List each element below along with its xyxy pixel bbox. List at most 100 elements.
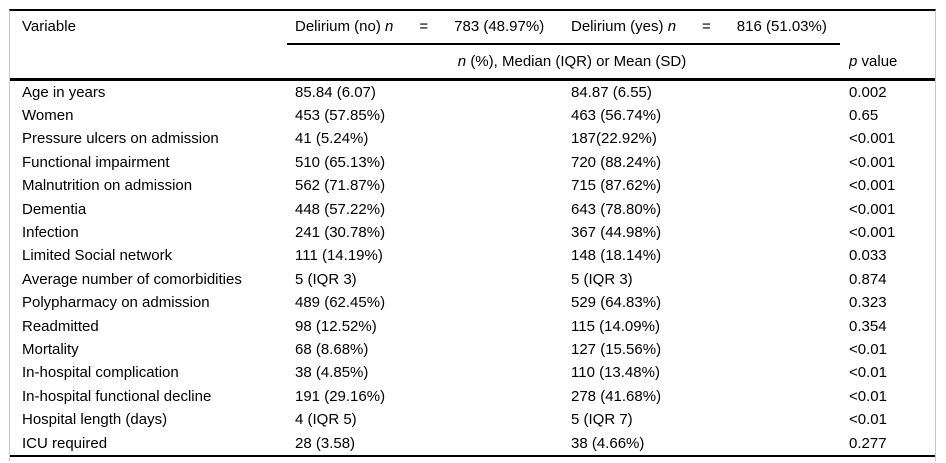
row-delirium-yes-value: 187(22.92%) [571,130,657,148]
table-row: Limited Social network 111 (14.19%) 148 … [10,245,935,268]
row-p-value: <0.001 [849,224,896,242]
table-row: Readmitted 98 (12.52%) 115 (14.09%) 0.35… [10,315,935,338]
row-variable: In-hospital complication [22,364,179,382]
row-delirium-yes-value: 148 (18.14%) [571,247,662,265]
row-delirium-yes-value: 715 (87.62%) [571,177,662,195]
column-header-delirium-yes: Delirium (yes) n = 816 (51.03%) [571,18,935,36]
row-p-value: 0.033 [849,247,887,265]
measures-subheader: n (%), Median (IQR) or Mean (SD) [457,52,687,70]
row-p-value: 0.002 [849,83,887,101]
column-header-variable: Variable [22,18,76,35]
column-header-delirium-no: Delirium (no) n = 783 (48.97%) [295,18,571,36]
row-p-value: <0.001 [849,130,896,148]
row-p-value: <0.001 [849,153,896,171]
row-p-value: 0.874 [849,270,887,288]
table-row: Malnutrition on admission 562 (71.87%) 7… [10,175,935,198]
row-delirium-yes-value: 115 (14.09%) [571,317,660,335]
row-delirium-no-value: 38 (4.85%) [295,364,369,382]
row-delirium-no-value: 28 (3.58) [295,434,356,452]
row-variable: Pressure ulcers on admission [22,130,219,148]
row-variable: Dementia [22,200,87,218]
table-row: In-hospital functional decline 191 (29.1… [10,385,935,408]
row-p-value: <0.01 [849,364,887,382]
row-p-value: <0.01 [849,411,887,429]
row-variable: Average number of comorbidities [22,270,242,288]
delirium-yes-count: 816 (51.03%) [736,18,827,35]
table-row: Functional impairment 510 (65.13%) 720 (… [10,151,935,174]
table-row: Mortality 68 (8.68%) 127 (15.56%) <0.01 [10,338,935,361]
row-variable: Hospital length (days) [22,411,168,429]
delirium-yes-label: Delirium (yes) n [571,18,677,35]
p-symbol: p [849,52,858,70]
table-header-row-groups: Variable Delirium (no) n = 783 (48.97%) … [10,11,935,43]
row-variable: Malnutrition on admission [22,177,193,195]
row-delirium-yes-value: 278 (41.68%) [571,387,662,405]
table-row: Hospital length (days) 4 (IQR 5) 5 (IQR … [10,408,935,431]
header-bottom-rule [10,78,935,81]
row-delirium-yes-value: 529 (64.83%) [571,294,662,312]
row-delirium-no-value: 4 (IQR 5) [295,411,357,429]
row-variable: Limited Social network [22,247,173,265]
table-row: Average number of comorbidities 5 (IQR 3… [10,268,935,291]
row-delirium-yes-value: 110 (13.48%) [571,364,660,382]
row-p-value: 0.65 [849,107,879,125]
row-variable: Polypharmacy on admission [22,294,210,312]
table-row: Women 453 (57.85%) 463 (56.74%) 0.65 [10,104,935,127]
row-delirium-no-value: 448 (57.22%) [295,200,386,218]
row-delirium-no-value: 68 (8.68%) [295,340,369,358]
delirium-comparison-table: Variable Delirium (no) n = 783 (48.97%) … [9,9,936,461]
row-p-value: <0.01 [849,387,887,405]
row-delirium-yes-value: 720 (88.24%) [571,153,662,171]
row-delirium-yes-value: 5 (IQR 7) [571,411,633,429]
row-delirium-yes-value: 127 (15.56%) [571,340,662,358]
row-p-value: 0.323 [849,294,887,312]
table-bottom-rule [10,455,935,458]
table-row: Infection 241 (30.78%) 367 (44.98%) <0.0… [10,221,935,244]
row-variable: Readmitted [22,317,99,335]
row-p-value: <0.001 [849,177,896,195]
table-row: In-hospital complication 38 (4.85%) 110 … [10,362,935,385]
row-delirium-yes-value: 367 (44.98%) [571,224,662,242]
row-variable: Age in years [22,83,106,101]
row-delirium-no-value: 191 (29.16%) [295,387,386,405]
row-delirium-no-value: 510 (65.13%) [295,153,386,171]
row-delirium-no-value: 98 (12.52%) [295,317,377,335]
row-variable: ICU required [22,434,108,452]
table-row: Pressure ulcers on admission 41 (5.24%) … [10,128,935,151]
row-variable: Functional impairment [22,153,170,171]
group-span-rule [287,43,840,45]
equals-sign: = [702,18,711,35]
row-delirium-no-value: 453 (57.85%) [295,107,386,125]
row-p-value: <0.01 [849,340,887,358]
row-delirium-no-value: 5 (IQR 3) [295,270,357,288]
row-delirium-no-value: 562 (71.87%) [295,177,386,195]
row-delirium-no-value: 241 (30.78%) [295,224,386,242]
row-variable: Women [22,107,74,125]
row-variable: Infection [22,224,79,242]
row-delirium-no-value: 41 (5.24%) [295,130,369,148]
table-row: Polypharmacy on admission 489 (62.45%) 5… [10,292,935,315]
delirium-no-count: 783 (48.97%) [454,18,545,35]
n-symbol: n [457,52,467,70]
equals-sign: = [419,18,429,35]
row-delirium-no-value: 489 (62.45%) [295,294,386,312]
row-p-value: 0.354 [849,317,887,335]
table-row: ICU required 28 (3.58) 38 (4.66%) 0.277 [10,432,935,455]
row-delirium-yes-value: 5 (IQR 3) [571,270,633,288]
delirium-no-label: Delirium (no) n [295,18,394,35]
n-symbol: n [667,18,677,35]
column-header-p-value: p value [849,52,898,70]
row-p-value: <0.001 [849,200,896,218]
table-row: Age in years 85.84 (6.07) 84.87 (6.55) 0… [10,81,935,104]
row-delirium-no-value: 111 (14.19%) [295,247,383,265]
row-delirium-yes-value: 38 (4.66%) [571,434,645,452]
n-symbol: n [385,18,394,35]
row-delirium-yes-value: 643 (78.80%) [571,200,662,218]
row-variable: Mortality [22,340,79,358]
row-delirium-yes-value: 84.87 (6.55) [571,83,652,101]
table-row: Dementia 448 (57.22%) 643 (78.80%) <0.00… [10,198,935,221]
row-delirium-yes-value: 463 (56.74%) [571,107,662,125]
table-header-row-measures: n (%), Median (IQR) or Mean (SD) p value [10,45,935,78]
row-delirium-no-value: 85.84 (6.07) [295,83,376,101]
